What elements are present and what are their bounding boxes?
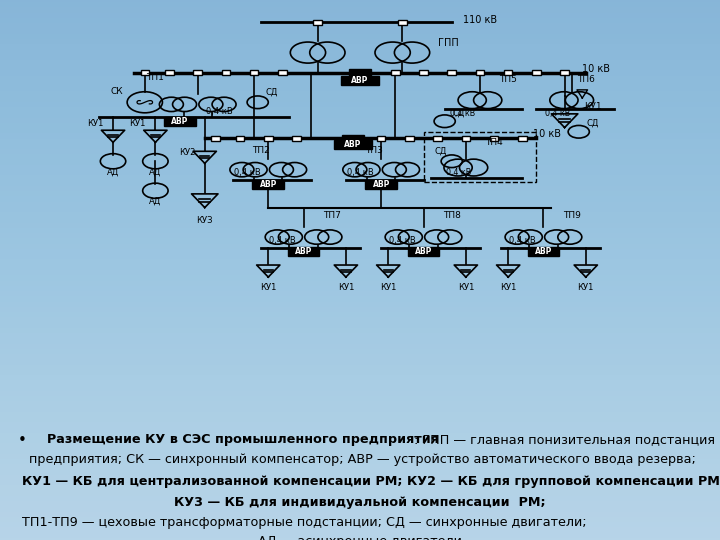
Bar bbox=[408, 247, 439, 256]
Text: ТП1-ТП9 — цеховые трансформаторные подстанции; СД — синхронные двигатели;: ТП1-ТП9 — цеховые трансформаторные подст… bbox=[22, 516, 586, 529]
Text: КУ1: КУ1 bbox=[87, 119, 104, 128]
Text: КУ1: КУ1 bbox=[584, 102, 602, 111]
Text: АВР: АВР bbox=[535, 247, 552, 256]
Text: ТП7: ТП7 bbox=[323, 212, 341, 220]
Bar bbox=[140, 70, 149, 75]
Text: ТП9: ТП9 bbox=[563, 212, 580, 220]
Text: ТП1: ТП1 bbox=[146, 72, 164, 82]
Text: предприятия; СК — синхронный компенсатор; АВР — устройство автоматического ввода: предприятия; СК — синхронный компенсатор… bbox=[29, 453, 696, 466]
Bar bbox=[391, 70, 400, 75]
Text: КУЗ: КУЗ bbox=[197, 215, 213, 225]
Text: ТП8: ТП8 bbox=[443, 212, 461, 220]
Bar bbox=[397, 19, 407, 25]
Text: СК: СК bbox=[110, 87, 123, 96]
Text: АД: АД bbox=[149, 167, 161, 176]
Text: 0,4 кВ: 0,4 кВ bbox=[205, 107, 233, 116]
Bar bbox=[292, 136, 301, 140]
Bar bbox=[166, 70, 174, 75]
Bar bbox=[560, 70, 569, 75]
Text: 0,4 кВ: 0,4 кВ bbox=[545, 109, 570, 118]
Text: •: • bbox=[18, 433, 27, 448]
Bar bbox=[250, 70, 258, 75]
Text: СД: СД bbox=[266, 87, 278, 96]
Text: Размещение КУ в СЭС промышленного предприятия: Размещение КУ в СЭС промышленного предпр… bbox=[47, 433, 438, 446]
Text: ТП6: ТП6 bbox=[577, 75, 595, 84]
Text: КУ1: КУ1 bbox=[577, 283, 594, 292]
Text: 0,4 кВ: 0,4 кВ bbox=[509, 235, 536, 245]
Text: КУ2: КУ2 bbox=[179, 148, 195, 157]
Text: ТП3: ТП3 bbox=[365, 146, 383, 155]
Text: АВР: АВР bbox=[351, 76, 369, 85]
Bar bbox=[236, 136, 244, 140]
Bar bbox=[448, 70, 456, 75]
Bar bbox=[278, 70, 287, 75]
Text: ГПП: ГПП bbox=[438, 38, 459, 48]
Text: СД: СД bbox=[453, 109, 465, 117]
Text: АВР: АВР bbox=[415, 247, 432, 256]
Bar bbox=[518, 136, 526, 140]
Bar bbox=[462, 136, 470, 140]
Text: АВР: АВР bbox=[372, 180, 390, 189]
Text: АВР: АВР bbox=[260, 180, 277, 189]
Text: КУ1: КУ1 bbox=[458, 283, 474, 292]
Bar bbox=[164, 117, 196, 126]
Text: АД — асинхронные двигатели: АД — асинхронные двигатели bbox=[258, 535, 462, 540]
Bar bbox=[532, 70, 541, 75]
Text: ТП2: ТП2 bbox=[252, 146, 270, 155]
Bar bbox=[504, 70, 513, 75]
Text: КУ3 — КБ для индивидуальной компенсации  РМ;: КУ3 — КБ для индивидуальной компенсации … bbox=[174, 496, 546, 509]
Bar bbox=[264, 136, 272, 140]
Bar bbox=[222, 70, 230, 75]
Bar bbox=[343, 135, 364, 141]
Text: АВР: АВР bbox=[171, 117, 189, 126]
Bar bbox=[349, 70, 371, 76]
Text: 0,4 кВ: 0,4 кВ bbox=[446, 168, 472, 177]
Text: АВР: АВР bbox=[295, 247, 312, 256]
Text: ТП4: ТП4 bbox=[485, 138, 503, 147]
Bar bbox=[419, 70, 428, 75]
Bar bbox=[490, 136, 498, 140]
Text: 0,4 кВ: 0,4 кВ bbox=[389, 235, 415, 245]
Text: 0,4 кВ: 0,4 кВ bbox=[346, 168, 374, 177]
Text: АВР: АВР bbox=[344, 140, 361, 149]
Text: КУ1: КУ1 bbox=[260, 283, 276, 292]
Text: : ГПП — главная понизительная подстанция: : ГПП — главная понизительная подстанция bbox=[414, 433, 715, 446]
Text: 0,4 кВ: 0,4 кВ bbox=[450, 109, 475, 118]
Bar bbox=[313, 19, 323, 25]
Text: 110 кВ: 110 кВ bbox=[463, 15, 497, 25]
Bar bbox=[341, 76, 379, 85]
Text: КУ1: КУ1 bbox=[500, 283, 516, 292]
Text: АД: АД bbox=[149, 197, 161, 206]
Text: СД: СД bbox=[435, 146, 447, 155]
Text: СД: СД bbox=[587, 119, 599, 128]
Text: 0,4 кВ: 0,4 кВ bbox=[234, 168, 261, 177]
Bar bbox=[476, 70, 484, 75]
Bar bbox=[528, 247, 559, 256]
Text: 0,4 кВ: 0,4 кВ bbox=[269, 235, 296, 245]
Bar bbox=[377, 136, 385, 140]
Text: 10 кВ: 10 кВ bbox=[582, 64, 611, 75]
Bar bbox=[433, 136, 442, 140]
Bar bbox=[405, 136, 413, 140]
Text: КУ1: КУ1 bbox=[130, 119, 146, 128]
Bar bbox=[288, 247, 320, 256]
Text: АД: АД bbox=[107, 167, 120, 176]
Bar bbox=[194, 70, 202, 75]
Text: КУ1: КУ1 bbox=[338, 283, 354, 292]
Bar bbox=[253, 180, 284, 189]
Text: 10 кВ: 10 кВ bbox=[533, 129, 561, 139]
Text: КУ1 — КБ для централизованной компенсации РМ; КУ2 — КБ для групповой компенсации: КУ1 — КБ для централизованной компенсаци… bbox=[22, 475, 720, 488]
Text: ТП5: ТП5 bbox=[499, 75, 517, 84]
Text: КУ1: КУ1 bbox=[380, 283, 397, 292]
Bar bbox=[365, 180, 397, 189]
Bar bbox=[211, 136, 220, 140]
Bar bbox=[333, 139, 372, 149]
